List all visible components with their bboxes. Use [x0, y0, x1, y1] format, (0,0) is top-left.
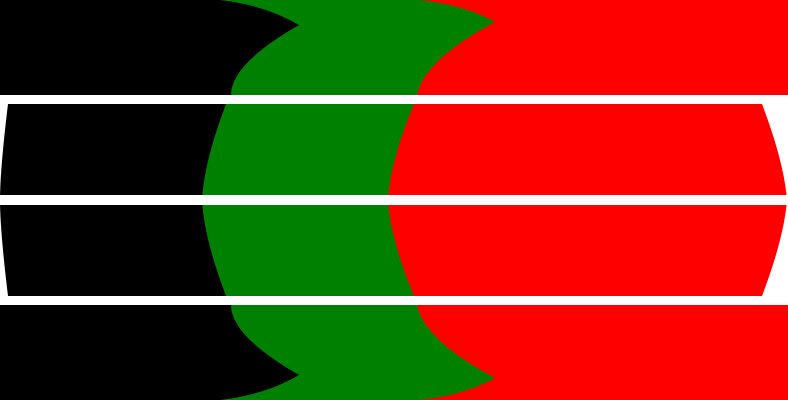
middle-right-white-sliver	[762, 104, 788, 296]
white-stripe-3	[0, 296, 788, 305]
white-stripe-2	[0, 195, 788, 205]
band4-red-region	[417, 305, 788, 400]
white-stripe-1	[0, 95, 788, 104]
middle-left-white-sliver	[0, 104, 8, 296]
band1-red-region	[417, 0, 788, 95]
band-1-top	[0, 0, 788, 95]
band-4-bottom	[0, 305, 788, 400]
